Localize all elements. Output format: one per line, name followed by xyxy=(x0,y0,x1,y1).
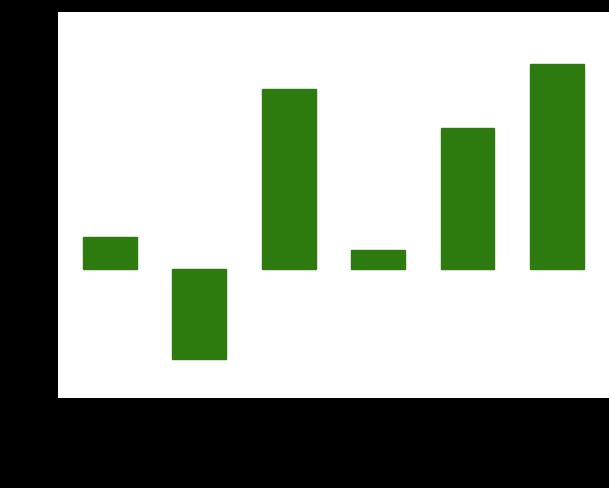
Bar xyxy=(83,237,136,269)
Bar xyxy=(351,250,405,269)
Bar xyxy=(441,128,495,269)
Bar xyxy=(172,269,226,359)
Bar xyxy=(530,63,584,269)
Bar xyxy=(262,89,315,269)
